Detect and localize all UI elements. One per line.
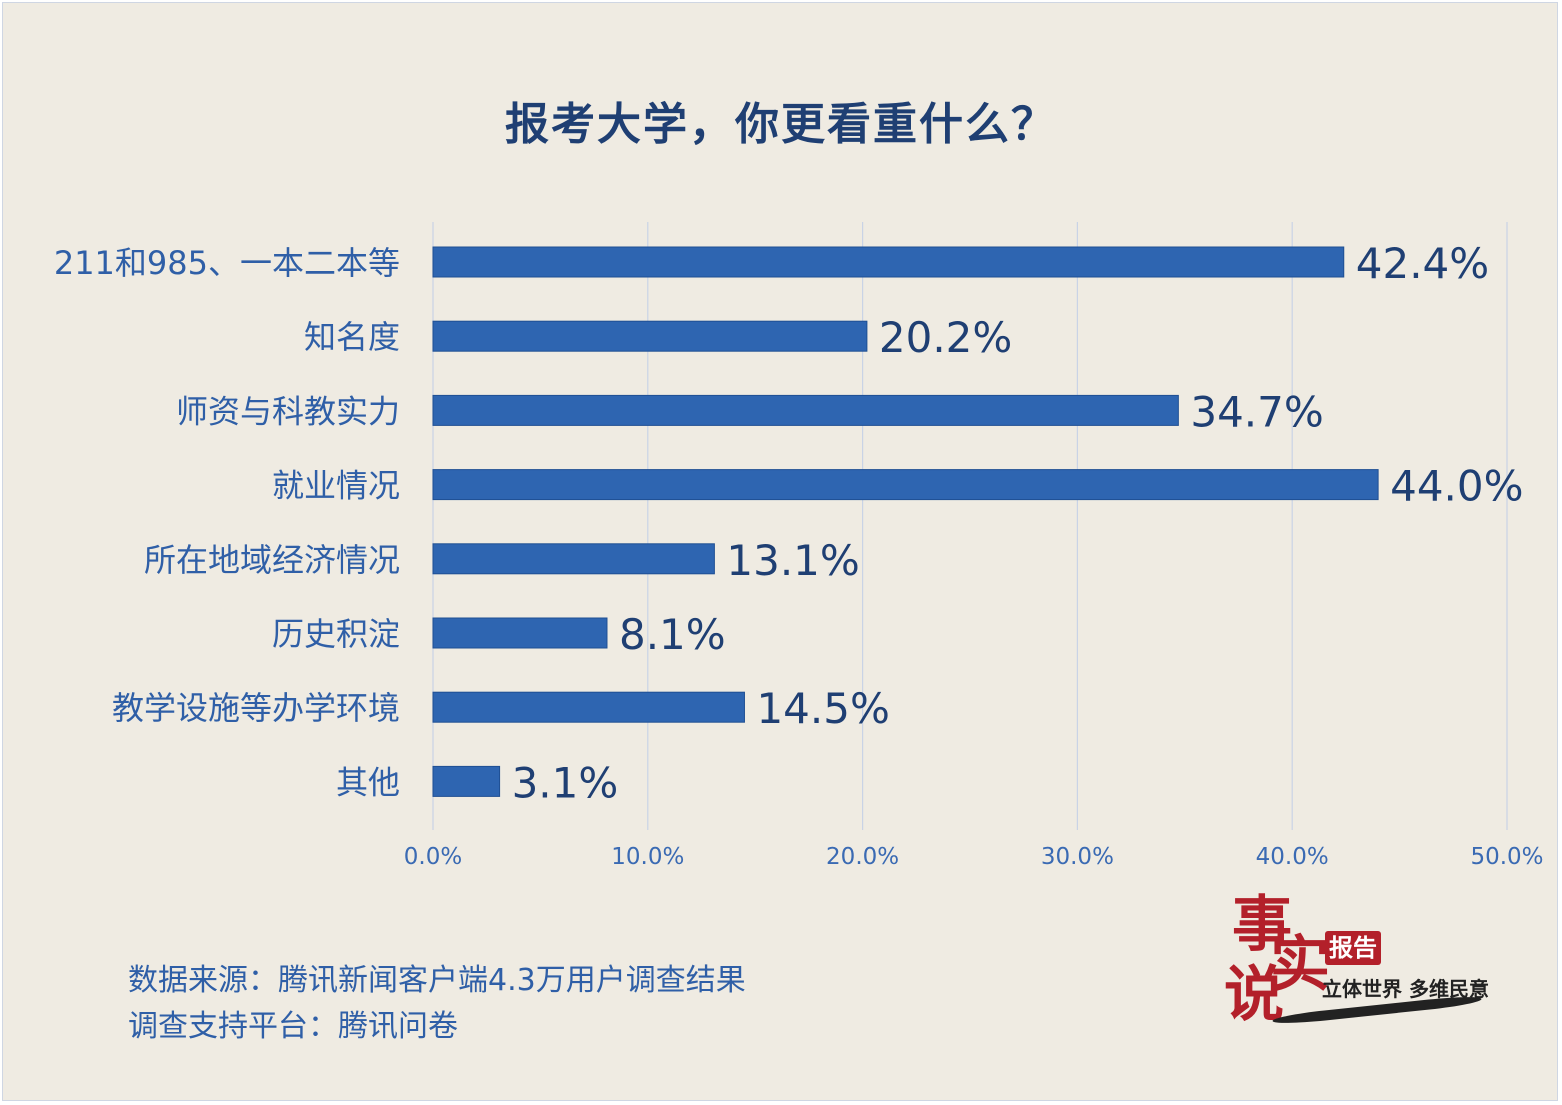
data-label: 8.1% [619,610,726,659]
bar [432,617,608,649]
x-tick-label: 50.0% [1470,844,1543,870]
bar [432,543,715,575]
category-label: 知名度 [304,318,400,356]
x-tick-label: 40.0% [1256,844,1329,870]
x-tick-label: 0.0% [404,844,462,870]
logo-char-1: 事 [1232,890,1292,960]
category-label: 就业情况 [272,467,400,505]
x-tick-label: 10.0% [611,844,684,870]
bars [432,246,1379,797]
category-label: 历史积淀 [272,615,400,653]
value-labels: 42.4% 20.2% 34.7% 44.0% 13.1%8.1% 14.5% 3.1% [512,239,1524,807]
category-label: 其他 [336,763,400,801]
category-label: 师资与科教实力 [176,392,400,430]
data-label: 13.1% [726,536,859,585]
source-line-1: 数据来源：腾讯新闻客户端4.3万用户调查结果 [128,963,746,998]
bar [432,246,1345,278]
category-labels: 211和985、一本二本等知名度师资与科教实力就业情况所在地域经济情况历史积淀教… [54,244,400,801]
logo-char-3: 说 [1224,960,1284,1030]
bar [432,691,745,723]
x-tick-label: 20.0% [826,844,899,870]
data-label: 42.4% [1356,239,1489,288]
logo-badge: 报告 [1325,931,1381,965]
bar [432,394,1179,426]
bar [432,320,868,352]
data-label: 44.0% [1390,462,1523,511]
data-label: 3.1% [512,758,619,807]
x-tick-labels: 0.0% 10.0% 20.0% 30.0% 40.0% 50.0% [404,844,1544,870]
bar [432,469,1379,501]
logo-char-2: 实 [1270,930,1330,1000]
data-label: 34.7% [1190,387,1323,436]
x-tick-label: 30.0% [1041,844,1114,870]
chart-title: 报考大学，你更看重什么？ [505,99,1057,150]
data-label: 14.5% [756,684,889,733]
category-label: 211和985、一本二本等 [54,244,400,282]
category-label: 所在地域经济情况 [144,541,400,579]
data-label: 20.2% [879,313,1012,362]
source-line-2: 调查支持平台：腾讯问卷 [128,1009,458,1044]
bar [432,765,501,797]
category-label: 教学设施等办学环境 [112,689,400,727]
logo: 事 实 说 报告 立体世界 多维民意 [1222,895,1522,1035]
